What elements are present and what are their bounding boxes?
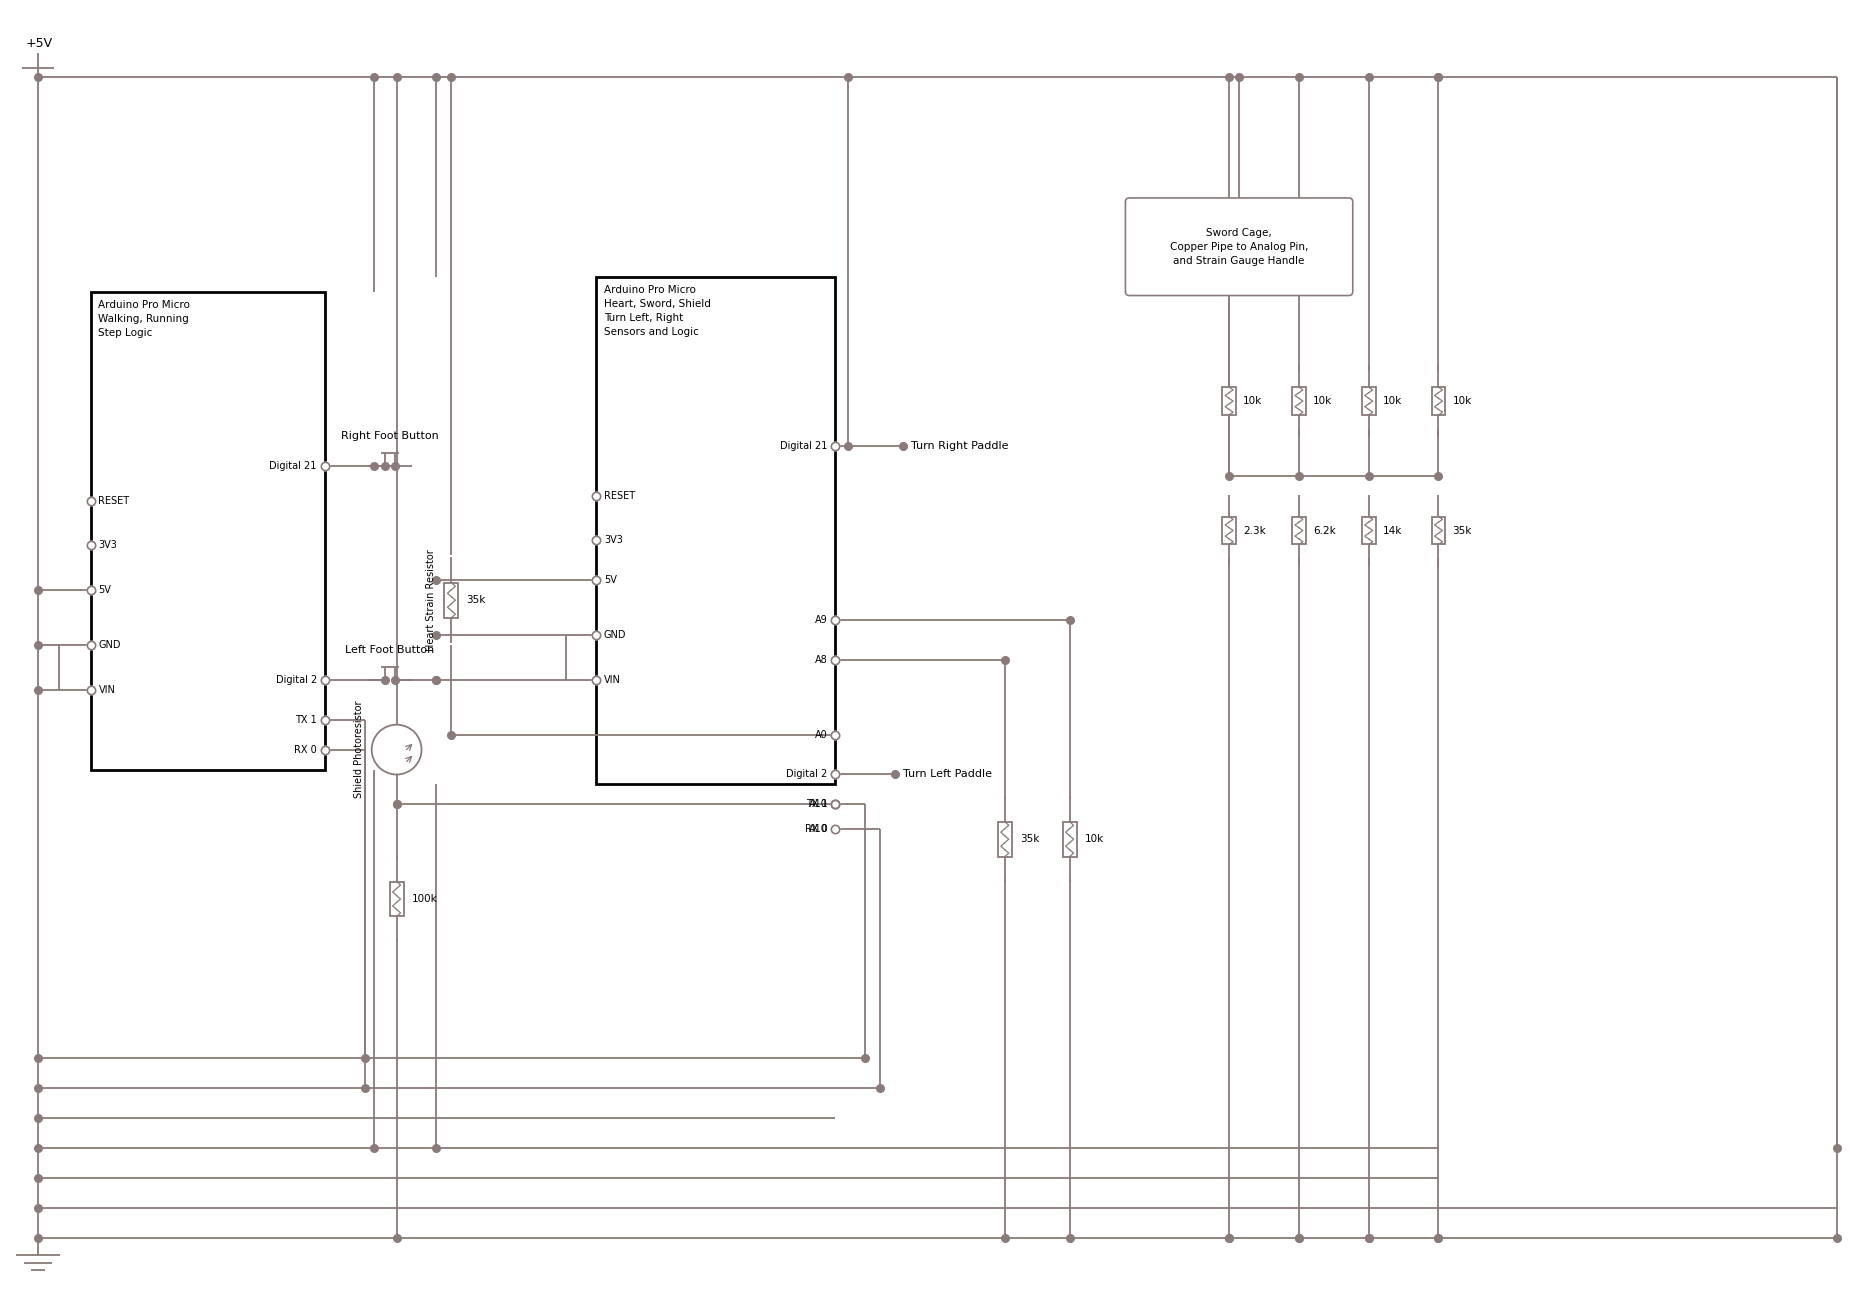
Text: RX 0: RX 0 [293, 744, 318, 755]
Text: 5V: 5V [99, 585, 112, 595]
Text: TX 1: TX 1 [806, 799, 828, 810]
Text: 3V3: 3V3 [99, 540, 118, 551]
Text: 10k: 10k [1084, 835, 1105, 844]
Text: Turn Right Paddle: Turn Right Paddle [910, 441, 1009, 451]
Text: GND: GND [99, 640, 121, 650]
Text: Heart Strain Resistor: Heart Strain Resistor [426, 549, 437, 651]
Text: 35k: 35k [1452, 526, 1471, 535]
Text: 2.3k: 2.3k [1243, 526, 1265, 535]
Bar [1363, 387, 1376, 415]
Text: VIN: VIN [604, 675, 621, 685]
Text: GND: GND [604, 630, 626, 640]
Bar [1432, 517, 1445, 544]
Bar [389, 882, 404, 917]
Bar [1363, 517, 1376, 544]
Text: +5V: +5V [26, 37, 52, 50]
Text: 10k: 10k [1383, 396, 1402, 405]
FancyBboxPatch shape [1125, 198, 1353, 296]
Text: A9: A9 [815, 615, 828, 625]
Text: RESET: RESET [604, 490, 635, 501]
Text: 100k: 100k [411, 893, 437, 904]
Text: 10k: 10k [1243, 396, 1262, 405]
Bar [1063, 821, 1077, 857]
Bar [1291, 517, 1306, 544]
Bar [1291, 387, 1306, 415]
Bar [998, 821, 1011, 857]
Text: Arduino Pro Micro
Walking, Running
Step Logic: Arduino Pro Micro Walking, Running Step … [99, 300, 191, 337]
Text: RESET: RESET [99, 496, 129, 506]
Text: Digital 21: Digital 21 [779, 441, 828, 451]
Text: Left Foot Button: Left Foot Button [346, 645, 434, 655]
Bar [596, 276, 835, 785]
Bar [1432, 387, 1445, 415]
Text: Right Foot Button: Right Foot Button [340, 430, 439, 441]
Text: 10k: 10k [1312, 396, 1333, 405]
Text: A10: A10 [809, 824, 828, 835]
Bar [90, 292, 325, 769]
Text: A10: A10 [809, 799, 828, 810]
Text: Shield Photoresistor: Shield Photoresistor [353, 701, 364, 798]
Text: A0: A0 [815, 730, 828, 739]
Text: RX 0: RX 0 [804, 824, 828, 835]
Text: VIN: VIN [99, 685, 116, 695]
Text: 35k: 35k [1020, 835, 1039, 844]
Text: Arduino Pro Micro
Heart, Sword, Shield
Turn Left, Right
Sensors and Logic: Arduino Pro Micro Heart, Sword, Shield T… [604, 285, 710, 336]
Text: 35k: 35k [467, 595, 486, 606]
Text: Sword Cage,
Copper Pipe to Analog Pin,
and Strain Gauge Handle: Sword Cage, Copper Pipe to Analog Pin, a… [1170, 228, 1308, 266]
Text: 5V: 5V [604, 576, 617, 585]
Text: Digital 2: Digital 2 [275, 675, 318, 685]
Text: 14k: 14k [1383, 526, 1402, 535]
Text: 3V3: 3V3 [604, 535, 622, 545]
Text: 10k: 10k [1452, 396, 1471, 405]
Bar [445, 583, 458, 617]
Text: Digital 2: Digital 2 [787, 769, 828, 780]
Bar [1222, 517, 1235, 544]
Bar [1222, 387, 1235, 415]
Text: 6.2k: 6.2k [1312, 526, 1336, 535]
Text: Digital 21: Digital 21 [269, 460, 318, 471]
Text: TX 1: TX 1 [295, 714, 318, 725]
Text: A8: A8 [815, 655, 828, 664]
Text: Turn Left Paddle: Turn Left Paddle [903, 769, 992, 780]
